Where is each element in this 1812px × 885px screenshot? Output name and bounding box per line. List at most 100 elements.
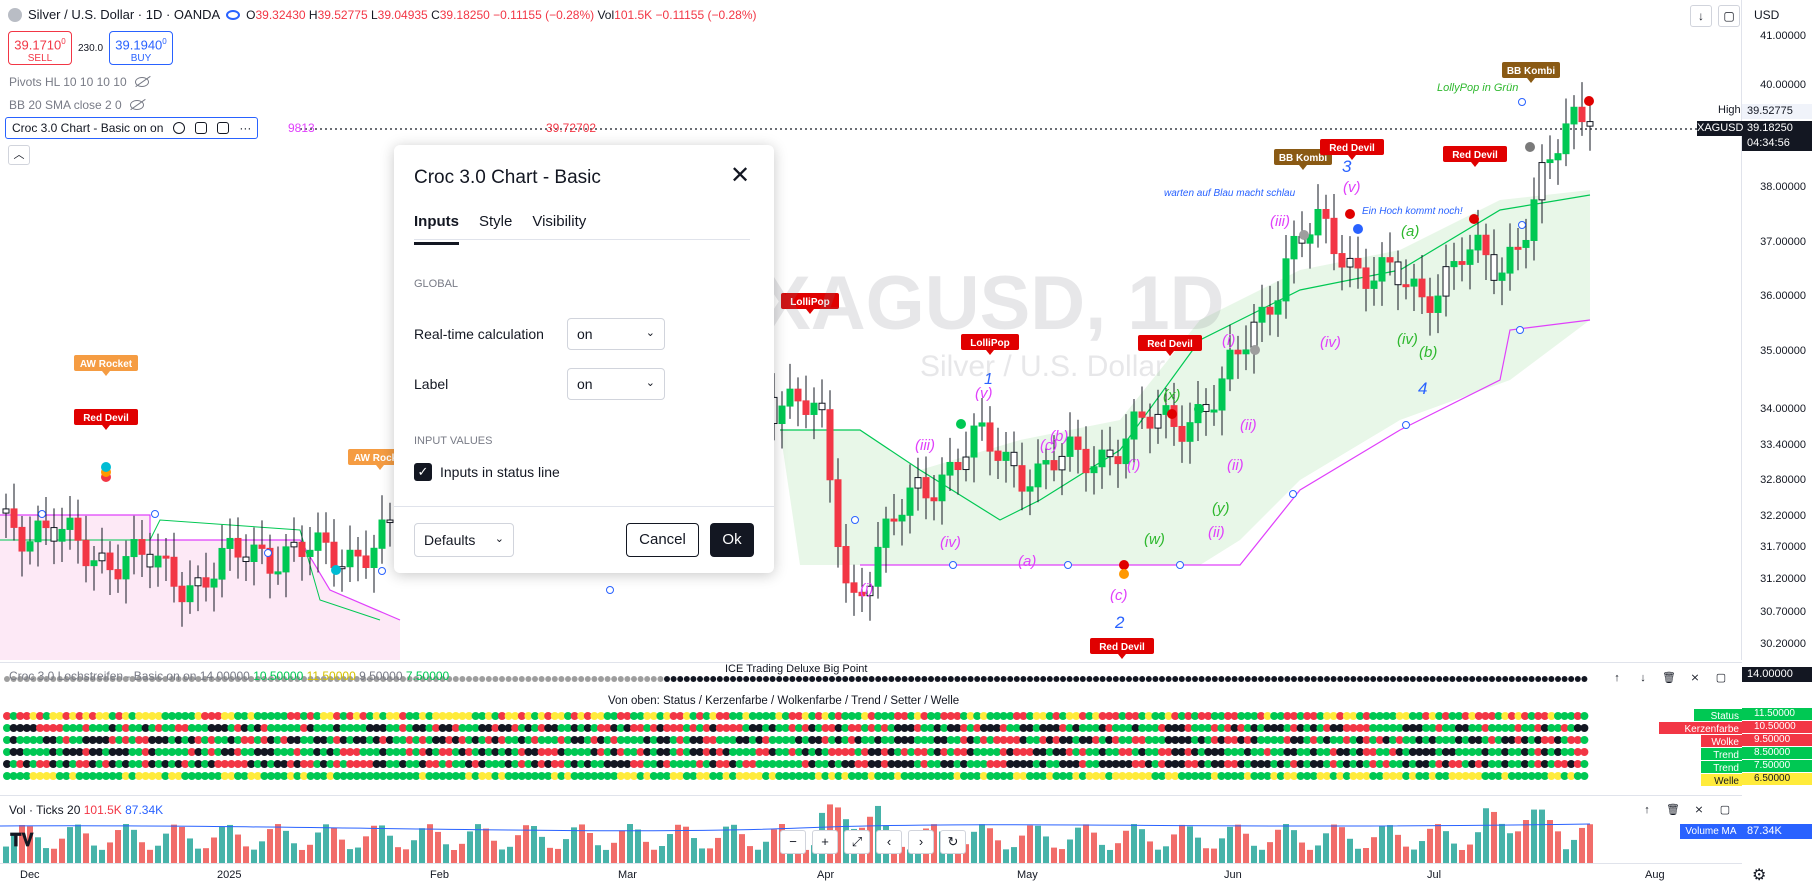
lochstreifen-dot	[669, 748, 678, 756]
lochstreifen-dot	[465, 712, 473, 720]
main-chart-pane[interactable]: AW Rocket Red Devil AW Rocket LolliPop Lolli…	[0, 0, 1742, 660]
top-strip-dot	[565, 676, 571, 682]
collapse-icon[interactable]: ⨯	[1690, 672, 1700, 684]
aw-rocket-text: AW Rocket	[80, 359, 133, 370]
tab-inputs[interactable]: Inputs	[414, 213, 459, 245]
lochstreifen-dot	[999, 772, 1008, 780]
scroll-right-button[interactable]: ›	[908, 830, 934, 854]
time-label: Jun	[1224, 869, 1242, 881]
zoom-in-button[interactable]: +	[812, 830, 838, 854]
lochstreifen-dot	[814, 748, 823, 756]
hidden-eye-icon[interactable]	[129, 100, 144, 110]
lochstreifen-dot	[1144, 736, 1153, 744]
top-strip-dot	[1508, 676, 1515, 682]
lochstreifen-dot	[1527, 760, 1536, 768]
volume-bar	[379, 825, 385, 864]
tab-visibility[interactable]: Visibility	[532, 213, 587, 230]
indicator-bb[interactable]: BB 20 SMA close 2 0	[9, 98, 144, 112]
lochstreifen-dot	[405, 760, 414, 768]
currency-label[interactable]: USD	[1754, 8, 1780, 22]
lochstreifen-dot	[75, 760, 84, 768]
lochstreifen-dot	[834, 736, 843, 744]
status-line-checkbox[interactable]: ✓	[414, 463, 432, 481]
pane-tag-value: 11.50000	[1742, 708, 1812, 720]
top-strip-dot	[393, 676, 400, 682]
volume-title[interactable]: Vol · Ticks 20 101.5K 87.34K	[9, 803, 163, 817]
trash-icon[interactable]: 🗑	[1662, 672, 1676, 684]
lochstreifen-dot	[636, 760, 645, 768]
lochstreifen-title[interactable]: Croc 3.0 Lochstreifen - Basic on on 14.0…	[9, 669, 449, 683]
maximize-icon[interactable]: ▢	[1715, 672, 1727, 684]
scroll-left-button[interactable]: ‹	[876, 830, 902, 854]
lochstreifen-dot	[491, 760, 500, 768]
lochstreifen-dot	[742, 748, 751, 756]
maximize-icon[interactable]: ▢	[1719, 804, 1731, 816]
cancel-button[interactable]: Cancel	[626, 523, 699, 557]
volume-pane[interactable]: Vol · Ticks 20 101.5K 87.34K ↑ 🗑 ⨯ ▢	[0, 795, 1742, 864]
hidden-eye-icon[interactable]	[134, 77, 149, 87]
lochstreifen-dot	[946, 712, 955, 720]
lochstreifen-dot	[392, 712, 401, 720]
signal-dot	[1250, 345, 1260, 355]
symbol-status-line[interactable]: Silver / U.S. Dollar · 1D · OANDA O39.32…	[8, 7, 757, 22]
lochstreifen-dot	[1323, 724, 1331, 732]
lochstreifen-dot	[141, 772, 150, 780]
symbol-title[interactable]: Silver / U.S. Dollar · 1D · OANDA	[28, 7, 221, 22]
tradingview-logo[interactable]: 𝐓𝐕	[10, 830, 34, 850]
indicator-croc-active[interactable]: Croc 3.0 Chart - Basic on on ···	[5, 117, 259, 139]
time-axis[interactable]: Dec 2025 Feb Mar Apr May Jun Jul Aug	[0, 863, 1742, 885]
gear-icon[interactable]: ⚙	[1752, 867, 1767, 884]
lochstreifen-dot	[979, 772, 988, 780]
lochstreifen-dot	[900, 772, 909, 780]
tab-style[interactable]: Style	[479, 213, 513, 230]
candle	[1154, 413, 1162, 429]
sell-button[interactable]: 39.17100 SELL	[8, 31, 72, 65]
arrow-down-icon[interactable]: ↓	[1640, 672, 1646, 684]
lochstreifen-dot	[293, 748, 302, 756]
collapse-icon[interactable]: ⨯	[1694, 804, 1704, 816]
volume-bar	[1035, 825, 1041, 864]
trash-icon[interactable]: 🗑	[1666, 804, 1680, 816]
lochstreifen-dot	[313, 748, 322, 756]
lochstreifen-dot	[458, 712, 467, 720]
lochstreifen-dot	[1296, 736, 1305, 744]
maximize-icon[interactable]: ▢	[1718, 5, 1740, 27]
arrow-up-icon[interactable]: ↑	[1614, 672, 1620, 684]
buy-button[interactable]: 39.19400 BUY	[109, 31, 174, 65]
collapse-legend-button[interactable]: ︿	[8, 145, 30, 165]
lochstreifen-dot	[966, 724, 975, 732]
indicator-pivots[interactable]: Pivots HL 10 10 10 10	[9, 75, 149, 89]
trash-icon[interactable]	[217, 122, 230, 134]
lochstreifen-dot	[1065, 772, 1074, 780]
more-icon[interactable]: ···	[239, 121, 252, 135]
wave-number: 2	[1114, 613, 1125, 632]
eye-icon[interactable]	[173, 122, 186, 134]
sell-label: SELL	[27, 53, 53, 65]
candle	[162, 555, 170, 559]
label-select[interactable]: on ⌄	[567, 368, 665, 400]
defaults-dropdown[interactable]: Defaults ⌄	[414, 523, 514, 557]
lochstreifen-dot	[663, 760, 671, 768]
symbol-logo-icon	[8, 7, 22, 22]
lochstreifen-dot	[854, 724, 863, 732]
lochstreifen-dot	[1488, 736, 1496, 744]
arrow-up-icon[interactable]: ↑	[1644, 804, 1650, 816]
top-strip-dot	[782, 676, 789, 682]
volume-bar	[1475, 832, 1481, 864]
lochstreifen-pane[interactable]: Status Kerzenfarbe Wolke Trend Trend Welle Cr…	[0, 662, 1742, 792]
zoom-out-button[interactable]: −	[780, 830, 806, 854]
lochstreifen-dot	[432, 760, 440, 768]
lochstreifen-dot	[669, 772, 678, 780]
close-icon[interactable]: ✕	[729, 162, 751, 189]
fit-icon[interactable]: ⤢	[844, 830, 870, 854]
market-status-icon[interactable]	[226, 9, 241, 20]
reset-icon[interactable]: ↻	[940, 830, 966, 854]
settings-icon[interactable]	[195, 122, 208, 134]
ok-button[interactable]: Ok	[710, 523, 754, 557]
arrow-down-icon[interactable]: ↓	[1690, 5, 1712, 27]
lochstreifen-dot	[16, 748, 25, 756]
lochstreifen-dot	[207, 712, 216, 720]
realtime-select[interactable]: on ⌄	[567, 318, 665, 350]
top-strip-dot	[1040, 676, 1047, 682]
